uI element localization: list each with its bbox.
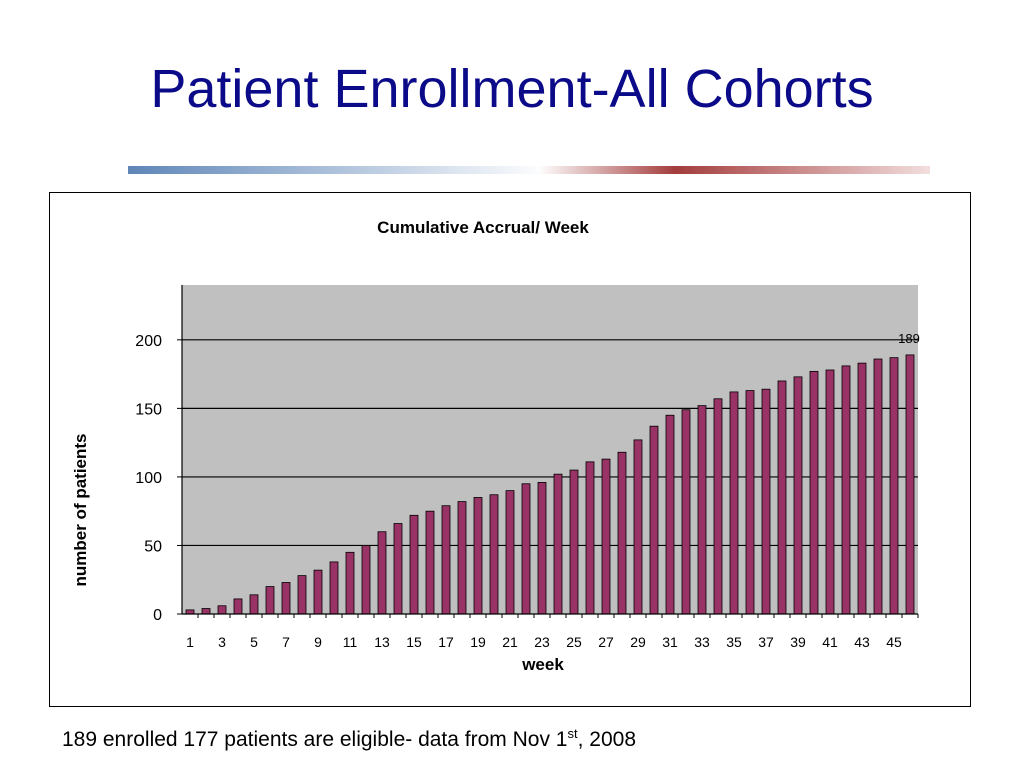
x-tick-label: 23 [534,634,550,650]
chart-frame: Cumulative Accrual/ Week 0 50 100 150 200 1 3 5… [49,192,971,707]
bar-week-34 [713,398,723,615]
x-tick-label: 45 [886,634,902,650]
x-tick-label: 31 [662,634,678,650]
bar-week-20 [489,494,499,615]
bar-week-39 [793,376,803,615]
y-tick-label: 100 [135,470,162,487]
bar-week-13 [377,531,387,615]
bar-week-12 [361,545,371,615]
bar-week-44 [873,358,883,615]
x-tick-label: 15 [406,634,422,650]
bar-week-25 [569,469,579,615]
bar-week-21 [505,490,515,615]
bar-week-1 [185,609,195,615]
bar-week-3 [217,605,227,615]
x-tick-label: 37 [758,634,774,650]
footnote: 189 enrolled 177 patients are eligible- … [62,726,636,752]
x-tick-label: 27 [598,634,614,650]
bar-week-7 [281,582,291,615]
bar-week-42 [841,365,851,615]
title-divider [128,166,930,174]
x-tick-label: 13 [374,634,390,650]
plot-area [182,285,918,614]
data-labels: 189 [898,331,920,346]
x-tick-label: 41 [822,634,838,650]
bar-week-35 [729,391,739,615]
x-tick-label: 1 [186,634,194,650]
x-tick-label: 11 [343,634,358,650]
y-axis-label: number of patients [71,433,90,586]
bar-week-33 [697,405,707,615]
x-tick-label: 35 [726,634,742,650]
footnote-superscript: st [567,726,578,741]
bar-week-15 [409,514,419,615]
bar-week-18 [457,501,467,615]
y-tick-label: 0 [153,607,162,624]
bar-week-40 [809,370,819,615]
data-label: 189 [898,331,920,346]
x-tick-label: 33 [694,634,710,650]
bar-week-24 [553,473,563,615]
x-tick-label: 19 [470,634,486,650]
bar-week-32 [681,409,691,615]
x-tick-label: 21 [502,634,518,650]
bar-week-14 [393,523,403,615]
bars [185,354,915,615]
x-tick-label: 39 [790,634,806,650]
x-tick-label: 43 [854,634,870,650]
bar-week-17 [441,505,451,615]
bar-week-4 [233,598,243,615]
x-tick-label: 25 [566,634,582,650]
bar-week-5 [249,594,259,615]
x-tick-label: 3 [218,634,226,650]
bar-week-31 [665,414,675,615]
x-tick-label: 29 [630,634,646,650]
chart-title: Cumulative Accrual/ Week [377,218,589,237]
bar-week-2 [201,608,211,615]
y-tick-label: 50 [144,538,162,555]
bar-week-29 [633,439,643,615]
x-tick-label: 9 [314,634,322,650]
bar-week-11 [345,551,355,615]
bar-week-9 [313,569,323,615]
bar-week-45 [889,357,899,615]
bar-week-16 [425,510,435,615]
x-tick-label: 17 [438,634,454,650]
x-tick-label: 7 [282,634,290,650]
x-tick-label: 5 [250,634,258,650]
footnote-text: 189 enrolled 177 patients are eligible- … [62,728,568,751]
bar-week-19 [473,497,483,615]
y-tick-label: 150 [135,401,162,418]
bar-week-30 [649,425,659,615]
bar-week-37 [761,388,771,615]
bar-week-46 [905,354,915,615]
bar-week-38 [777,380,787,615]
bar-week-8 [297,575,307,615]
bar-week-10 [329,561,339,615]
bar-week-23 [537,481,547,615]
bar-week-22 [521,483,531,615]
bar-week-26 [585,461,595,615]
bar-week-43 [857,362,867,615]
bar-week-36 [745,390,755,615]
bar-week-6 [265,586,275,615]
bar-week-41 [825,369,835,615]
footnote-suffix: , 2008 [577,728,636,751]
y-tick-label: 200 [135,333,162,350]
slide-title: Patient Enrollment-All Cohorts [150,59,874,119]
bar-week-28 [617,451,627,615]
bar-week-27 [601,458,611,615]
x-axis-label: week [521,655,564,674]
